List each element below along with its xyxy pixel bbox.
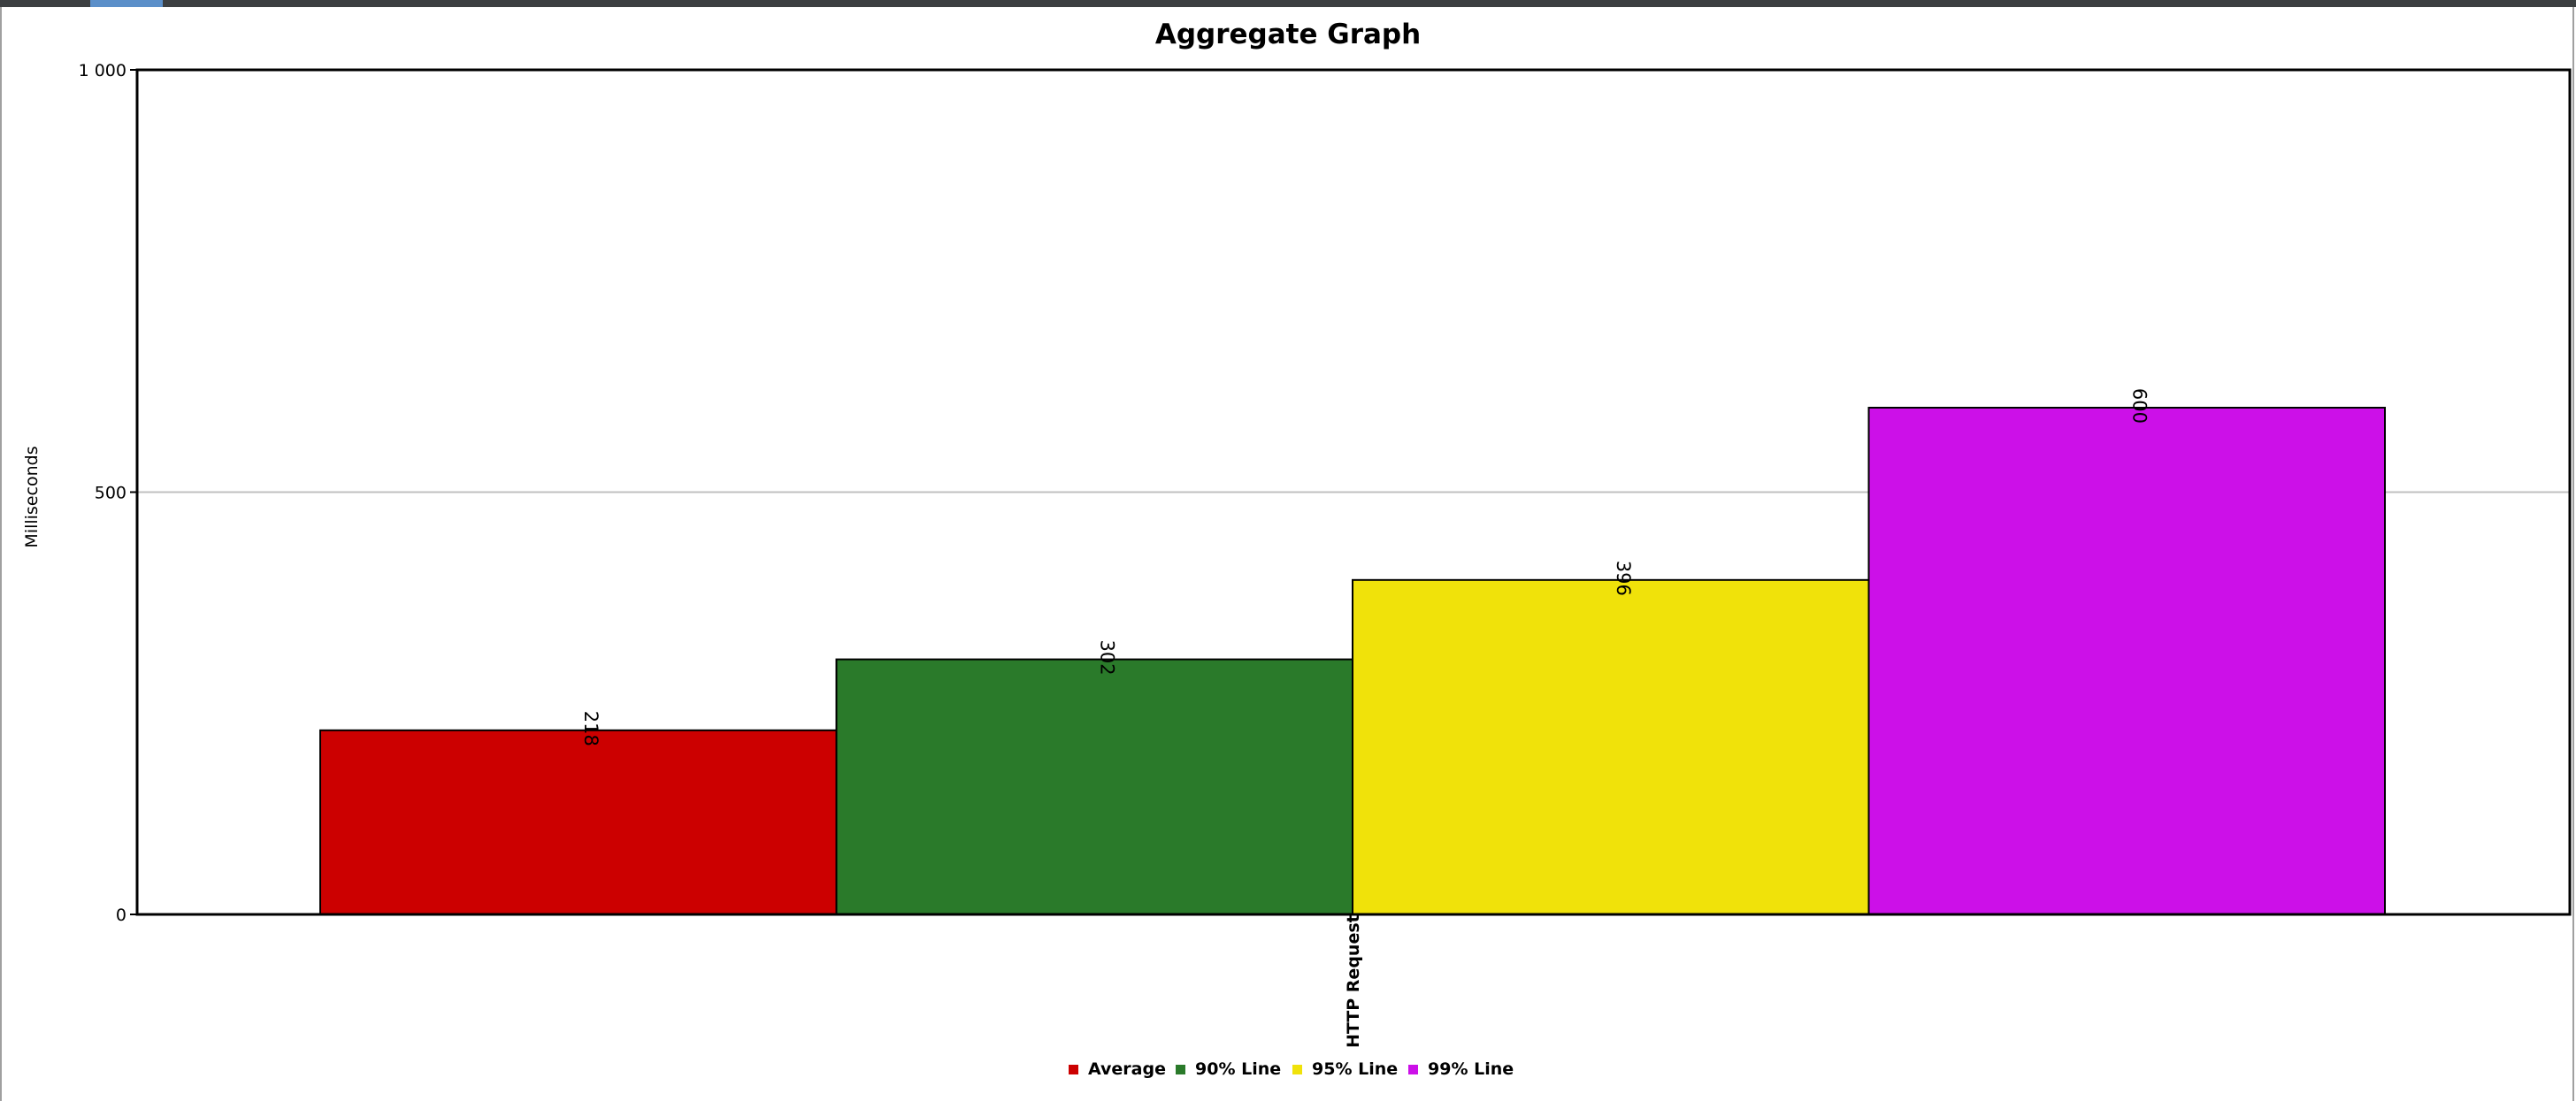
x-axis-categories: HTTP Request: [1344, 914, 1363, 1048]
data-label: 302: [1096, 639, 1117, 675]
x-category-label: HTTP Request: [1344, 914, 1363, 1048]
bar: [1352, 578, 1870, 915]
bar: [1867, 407, 2386, 915]
legend: Average 90% Line 95% Line 99% Line: [1069, 1059, 1514, 1079]
active-tab-indicator[interactable]: [90, 0, 163, 7]
y-tick-label: 500: [95, 484, 126, 503]
y-tick-label: 1 000: [79, 61, 126, 80]
legend-label: Average: [1088, 1059, 1166, 1079]
legend-swatch: [1408, 1065, 1418, 1074]
legend-swatch: [1176, 1065, 1185, 1074]
legend-label: 90% Line: [1195, 1059, 1281, 1079]
chart-frame: [0, 7, 2574, 1101]
chart-title: Aggregate Graph: [1155, 19, 1421, 50]
y-axis-ticks: 0 500 1 000: [79, 61, 137, 925]
bars: [319, 407, 2386, 916]
y-axis-label: Milliseconds: [22, 446, 42, 547]
data-label: 396: [1613, 561, 1634, 596]
bar: [319, 729, 838, 915]
window-top-bar: [0, 0, 2576, 7]
data-label: 218: [580, 711, 602, 746]
y-tick-label: 0: [116, 906, 126, 925]
data-label: 600: [2128, 388, 2150, 424]
data-labels: 218 302 396 600: [580, 388, 2150, 746]
legend-label: 99% Line: [1428, 1059, 1514, 1079]
legend-label: 95% Line: [1312, 1059, 1398, 1079]
legend-swatch: [1069, 1065, 1078, 1074]
bar: [835, 658, 1353, 916]
legend-swatch: [1292, 1065, 1302, 1074]
